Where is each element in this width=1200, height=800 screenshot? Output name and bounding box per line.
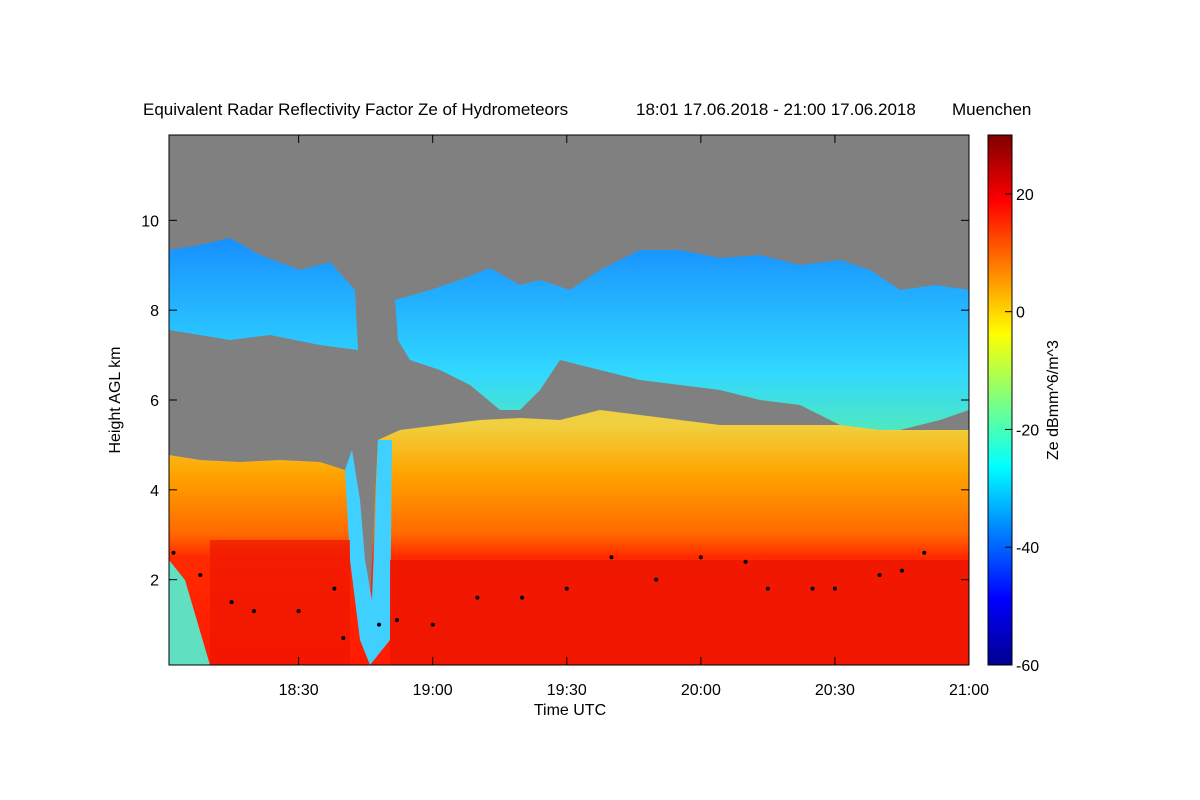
y-tick-label: 2 xyxy=(150,573,159,590)
cloud-base-point xyxy=(832,586,837,591)
cloud-base-point xyxy=(296,609,301,614)
chart-title: Equivalent Radar Reflectivity Factor Ze … xyxy=(143,100,568,119)
reflectivity-gap xyxy=(345,440,392,665)
cloud-base-point xyxy=(332,586,337,591)
cloud-base-point xyxy=(394,618,399,623)
x-axis-label: Time UTC xyxy=(534,702,606,719)
x-tick-label: 19:00 xyxy=(413,682,453,699)
cloud-base-point xyxy=(922,550,927,555)
x-tick-label: 18:30 xyxy=(279,682,319,699)
cloud-base-series xyxy=(171,550,927,641)
x-tick-label: 21:00 xyxy=(949,682,989,699)
cloud-base-point xyxy=(564,586,569,591)
cloud-base-point xyxy=(341,636,346,641)
cloud-base-point xyxy=(743,559,748,564)
cloud-base-point xyxy=(251,609,256,614)
chart-location: Muenchen xyxy=(952,100,1031,119)
cloud-base-point xyxy=(609,555,614,560)
y-tick-label: 8 xyxy=(150,303,159,320)
chart-time-range: 18:01 17.06.2018 - 21:00 17.06.2018 xyxy=(636,100,916,119)
colorbar-tick-label: -60 xyxy=(1016,658,1039,675)
cloud-base-point xyxy=(810,586,815,591)
colorbar-tick-label: 20 xyxy=(1016,187,1034,204)
cloud-base-point xyxy=(475,595,480,600)
colorbar-tick-label: -40 xyxy=(1016,540,1039,557)
y-axis: 2 4 6 8 10 xyxy=(141,213,969,590)
cloud-base-point xyxy=(171,550,176,555)
cloud-base-point xyxy=(899,568,904,573)
cloud-base-point xyxy=(698,555,703,560)
x-axis: 18:30 19:00 19:30 20:00 20:30 21:00 xyxy=(279,135,989,699)
cloud-base-point xyxy=(654,577,659,582)
x-tick-label: 20:00 xyxy=(681,682,721,699)
cloud-base-point xyxy=(229,600,234,605)
cloud-base-point xyxy=(377,622,382,627)
cloud-base-point xyxy=(877,573,882,578)
cloud-base-point xyxy=(430,622,435,627)
y-tick-label: 10 xyxy=(141,213,159,230)
y-tick-label: 4 xyxy=(150,483,159,500)
rain-core xyxy=(390,560,969,665)
colorbar-tick-label: 0 xyxy=(1016,305,1025,322)
x-tick-label: 19:30 xyxy=(547,682,587,699)
cloud-base-point xyxy=(765,586,770,591)
y-tick-label: 6 xyxy=(150,393,159,410)
colorbar-axis: 20 0 -20 -40 -60 xyxy=(1005,187,1039,675)
x-tick-label: 20:30 xyxy=(815,682,855,699)
cloud-base-point xyxy=(520,595,525,600)
ice-cloud-region xyxy=(169,238,358,350)
cloud-base-point xyxy=(198,573,203,578)
reflectivity-gap xyxy=(169,560,210,665)
colorbar xyxy=(987,134,1013,666)
colorbar-label: Ze dBmm^6/m^3 xyxy=(1045,340,1062,460)
ice-cloud-region xyxy=(395,250,969,430)
y-axis-label: Height AGL km xyxy=(107,346,124,453)
colorbar-tick-label: -20 xyxy=(1016,422,1039,439)
plot-area xyxy=(169,135,969,665)
